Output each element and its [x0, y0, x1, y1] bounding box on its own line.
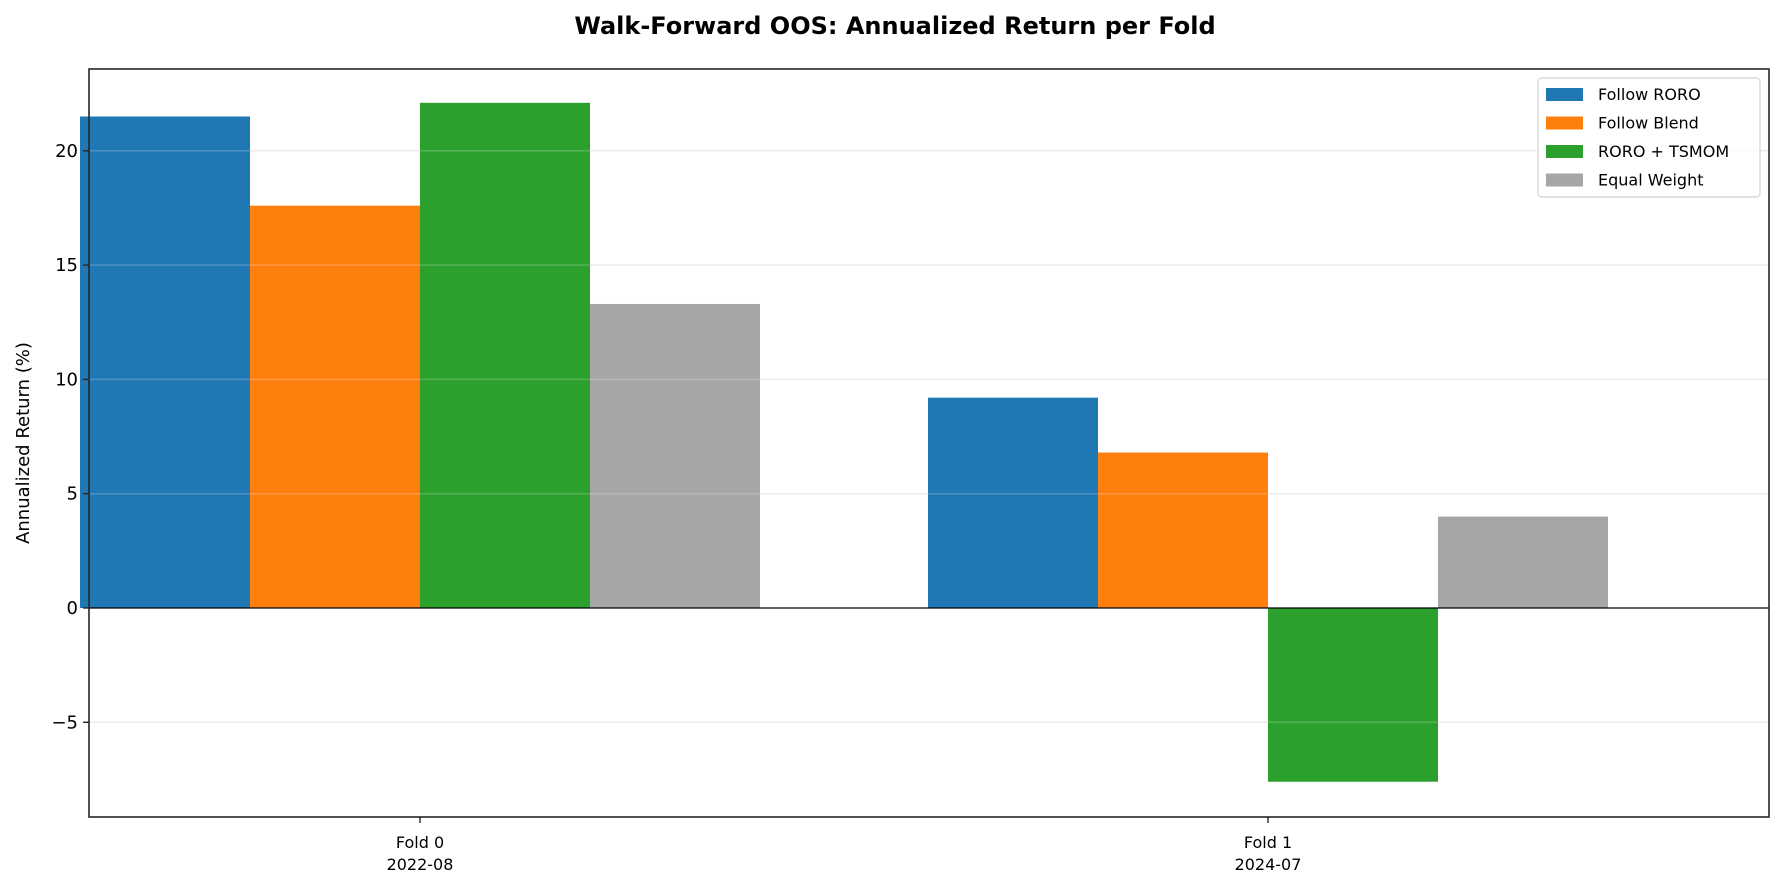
- x-tick-label: 2022-08: [387, 855, 454, 874]
- y-axis-label: Annualized Return (%): [13, 342, 34, 544]
- y-axis: −5 0 5 10 15 20: [51, 141, 89, 733]
- bar-equal-weight-fold-0: [590, 303, 760, 608]
- y-tick-label: −5: [51, 712, 78, 733]
- bar-follow-roro-fold-0: [80, 116, 250, 608]
- legend-swatch: [1546, 145, 1583, 158]
- legend: Follow RORO Follow Blend RORO + TSMOM Equal…: [1537, 77, 1761, 198]
- legend-swatch: [1546, 173, 1583, 187]
- chart-title: Walk-Forward OOS: Annualized Return per …: [574, 12, 1215, 40]
- bar-follow-roro-fold-1: [928, 397, 1098, 608]
- y-tick-label: 20: [55, 141, 78, 162]
- legend-box: [1537, 77, 1761, 198]
- legend-label: Equal Weight: [1598, 171, 1703, 190]
- legend-label: Follow Blend: [1598, 114, 1699, 133]
- y-tick-label: 5: [67, 484, 78, 505]
- x-tick-label: Fold 0: [396, 833, 444, 852]
- y-tick-label: 15: [55, 255, 78, 276]
- axes-frame: [88, 68, 1770, 818]
- x-tick-label: 2024-07: [1235, 855, 1302, 874]
- legend-swatch: [1546, 88, 1583, 101]
- x-axis: Fold 0 2022-08 Fold 1 2024-07: [387, 817, 1302, 874]
- legend-item: RORO + TSMOM: [1546, 142, 1729, 161]
- legend-label: Follow RORO: [1598, 85, 1701, 104]
- bar-roro-tsmom-fold-1: [1268, 608, 1438, 782]
- y-tick-label: 10: [55, 369, 78, 390]
- bar-roro-tsmom-fold-0: [420, 102, 590, 608]
- bar-equal-weight-fold-1: [1438, 516, 1608, 608]
- bar-follow-blend-fold-1: [1098, 452, 1268, 608]
- x-tick-label: Fold 1: [1244, 833, 1292, 852]
- bar-follow-blend-fold-0: [250, 205, 420, 608]
- legend-label: RORO + TSMOM: [1598, 142, 1729, 161]
- bars: [80, 102, 1769, 782]
- legend-item: Equal Weight: [1546, 171, 1703, 190]
- legend-item: Follow Blend: [1546, 114, 1699, 133]
- legend-item: Follow RORO: [1546, 85, 1701, 104]
- legend-swatch: [1546, 116, 1583, 130]
- y-tick-label: 0: [67, 598, 78, 619]
